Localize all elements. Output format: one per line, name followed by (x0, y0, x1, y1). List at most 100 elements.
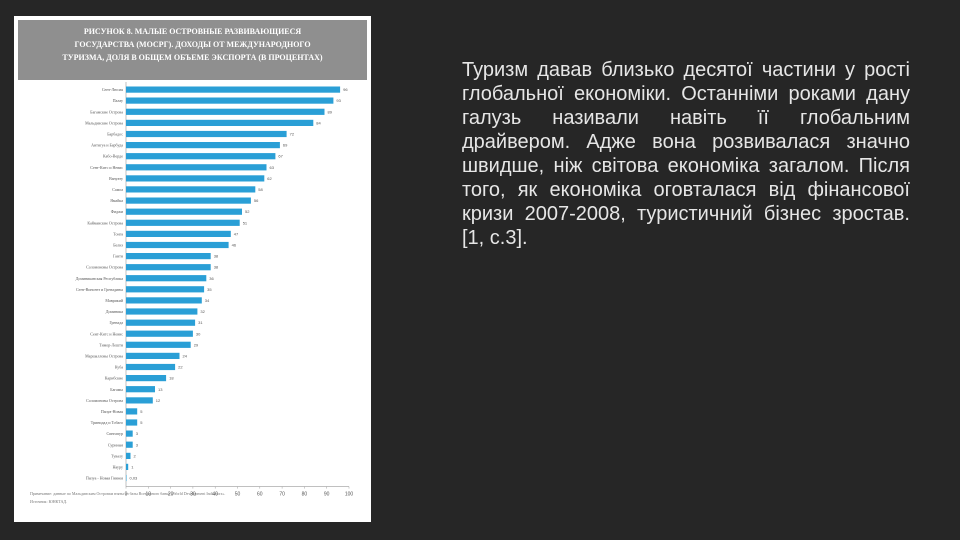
category-label: Сингапур (107, 431, 123, 436)
data-label: 67 (278, 154, 283, 159)
category-label: Маршалловы Острова (85, 353, 123, 358)
bar (126, 408, 138, 415)
data-label: 36 (209, 276, 214, 281)
x-tick-label: 90 (324, 492, 330, 498)
bar (126, 419, 138, 426)
x-tick-label: 40 (212, 492, 218, 498)
data-label: 47 (234, 231, 239, 236)
data-label: 29 (194, 342, 199, 347)
bar (126, 452, 131, 459)
data-label: 24 (183, 353, 188, 358)
bar (126, 474, 127, 482)
bar (126, 308, 198, 315)
category-label: Куба (115, 365, 123, 370)
bar (126, 241, 229, 249)
bar (126, 297, 202, 304)
bar-chart: Сент-Люсия 96 Палау 93 Багамские Острова 89 Ма… (76, 82, 354, 498)
bar (126, 208, 242, 215)
category-label: Суринам (108, 442, 124, 447)
bar (126, 319, 196, 326)
category-label: Вануату (109, 176, 123, 181)
bar (126, 130, 287, 138)
category-label: Тимор-Лешти (99, 342, 124, 347)
x-tick-label: 20 (168, 492, 174, 498)
data-label: 13 (158, 387, 163, 392)
data-label: 32 (200, 309, 205, 314)
data-label: 93 (336, 98, 341, 103)
data-label: 3 (136, 442, 139, 447)
bar (126, 363, 176, 371)
chart-title-line: РИСУНОК 8. МАЛЫЕ ОСТРОВНЫЕ РАЗВИВАЮЩИЕСЯ (83, 27, 302, 36)
category-label: Барбадос (107, 132, 123, 137)
chart-title-line: ТУРИЗМА, ДОЛЯ В ОБЩЕМ ОБЪЕМЕ ЭКСПОРТА (в… (62, 53, 323, 62)
category-label: Доминика (106, 309, 123, 314)
slide-paragraph: Туризм давав близько десятої частини у р… (462, 59, 910, 249)
data-label: 62 (267, 176, 272, 181)
bar (126, 86, 341, 93)
bar (126, 286, 205, 293)
category-label: Ямайка (110, 198, 123, 203)
data-label: 34 (205, 298, 210, 303)
category-label: Самоа (112, 187, 123, 192)
category-label: Кайманские Острова (87, 220, 123, 225)
category-label: Белиз (113, 243, 123, 248)
chart-note-line: Примечание: данные по Мальдивским Остров… (30, 491, 226, 496)
bar (126, 441, 133, 448)
data-label: 30 (196, 331, 201, 336)
category-label: Сент-Винсент и Гренадины (76, 287, 123, 292)
category-label: Папуа-Новая (101, 409, 123, 414)
category-label: Соломоновы Острова (86, 398, 123, 403)
data-label: 58 (258, 187, 263, 192)
category-label: Тонга (113, 231, 123, 236)
data-label: 63 (270, 165, 275, 170)
category-label: Тринидад и Тобаго (91, 420, 123, 425)
data-label: 56 (254, 198, 259, 203)
data-label: 31 (198, 320, 203, 325)
data-label: 5 (140, 409, 143, 414)
data-label: 12 (156, 398, 161, 403)
bar (126, 186, 256, 193)
data-label: 2 (134, 453, 137, 458)
bar (126, 463, 129, 470)
bar (126, 330, 193, 337)
category-label: Палау (113, 98, 123, 103)
category-label: Тувалу (111, 453, 123, 458)
x-tick-label: 10 (146, 492, 152, 498)
data-label: 46 (232, 243, 237, 248)
chart-title: РИСУНОК 8. МАЛЫЕ ОСТРОВНЫЕ РАЗВИВАЮЩИЕСЯ… (18, 20, 367, 80)
category-label: Гренада (109, 320, 123, 325)
x-tick-label: 50 (235, 492, 241, 498)
data-label: 84 (316, 120, 321, 125)
category-label: Кабо-Верде (103, 154, 123, 159)
bar (126, 230, 231, 237)
category-label: Мальдивские Острова (85, 120, 123, 125)
data-label: 35 (207, 287, 212, 292)
bar (126, 197, 251, 204)
x-tick-label: 70 (279, 492, 285, 498)
bar (126, 142, 280, 149)
category-label: Соломоновы Острова (86, 265, 123, 270)
bar (126, 352, 180, 359)
chart-note: Примечание: данные по Мальдивским Остров… (30, 490, 360, 506)
data-label: 3 (136, 431, 139, 436)
category-label: Гаити (113, 254, 124, 259)
x-tick-label: 30 (190, 492, 196, 498)
category-label: Антигуа и Барбуда (91, 143, 123, 148)
bar (126, 253, 211, 260)
category-label: Маврикий (105, 298, 123, 303)
data-label: 18 (169, 376, 174, 381)
bar (126, 153, 276, 160)
bar (126, 97, 334, 104)
category-label: Багамы (110, 387, 123, 392)
category-label: Сент-Китс и Невис (90, 165, 123, 170)
chart-figure: РИСУНОК 8. МАЛЫЕ ОСТРОВНЫЕ РАЗВИВАЮЩИЕСЯ… (14, 16, 371, 522)
x-tick-label: 100 (345, 492, 354, 498)
data-label: 5 (140, 420, 143, 425)
x-tick-label: 80 (302, 492, 308, 498)
bar (126, 175, 265, 182)
category-label: Науру (113, 464, 123, 469)
bar (126, 275, 207, 282)
category-label: Карибские (105, 376, 123, 381)
bar (126, 264, 211, 271)
bar (126, 219, 240, 226)
